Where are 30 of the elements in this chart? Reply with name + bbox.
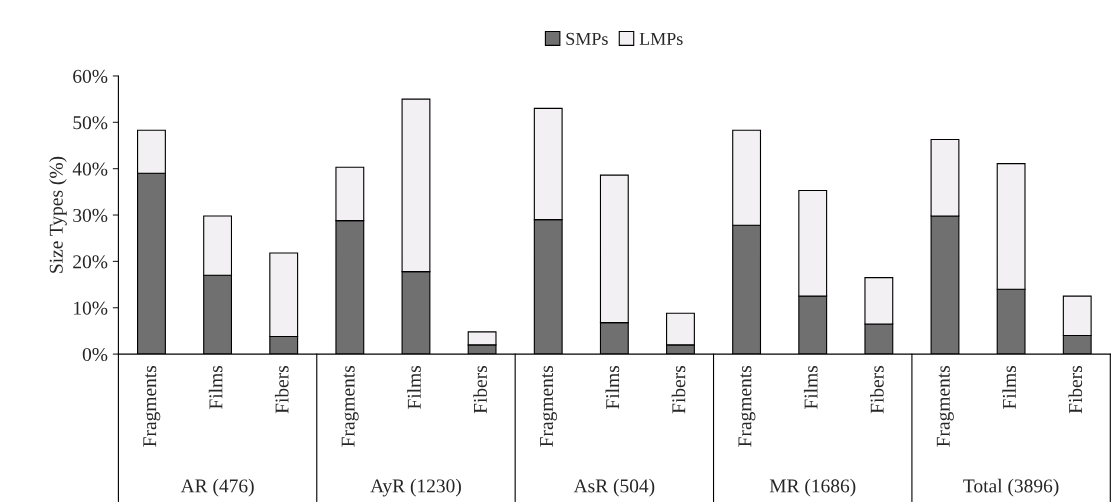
legend-label: SMPs (566, 32, 608, 45)
x-tick-label: Films (407, 365, 421, 409)
y-tick-label: 60% (73, 69, 108, 83)
x-tick-label: Films (1002, 365, 1016, 409)
y-tick-label: 40% (72, 162, 108, 176)
text: MR (1686) (769, 478, 856, 497)
y-tick-label: 50% (73, 116, 108, 130)
text: AR (476) (180, 478, 254, 497)
x-tick-label: Fragments (341, 365, 359, 447)
x-tick-label: Fragments (143, 365, 161, 447)
x-tick-label: Fibers (473, 365, 487, 414)
x-tick-label: Fragments (738, 365, 756, 447)
x-tick-label: Films (208, 365, 223, 409)
y-tick-label: 30% (73, 208, 108, 223)
x-tick-label: Fibers (274, 365, 289, 414)
legend-label: LMPs (639, 32, 683, 45)
y-tick-label: 0% (82, 347, 108, 362)
x-tick-label: Fibers (870, 365, 884, 414)
x-tick-label: Fragments (540, 365, 558, 447)
y-tick-label: 20% (73, 255, 108, 269)
x-tick-label: Films (605, 365, 620, 409)
x-tick-label: Fibers (1068, 365, 1083, 414)
text: AyR (1230) (370, 478, 461, 497)
y-axis-title: Size Types (%) (49, 156, 67, 273)
x-tick-label: Fibers (671, 365, 686, 414)
text: Total (3896) (963, 478, 1059, 497)
x-tick-label: Fragments (936, 365, 954, 447)
text: AsR (504) (573, 478, 655, 497)
y-tick-label: 10% (74, 301, 108, 315)
x-tick-label: Films (803, 365, 818, 409)
